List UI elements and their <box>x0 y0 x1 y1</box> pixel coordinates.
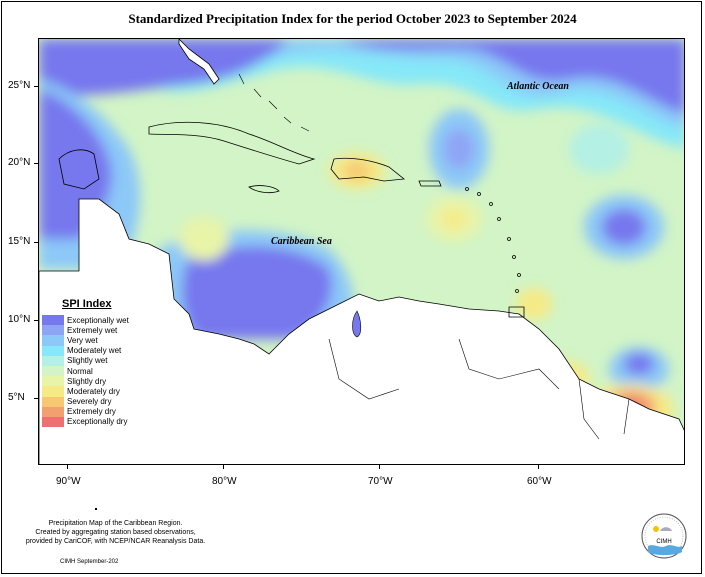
lat-label-20: 20°N <box>8 157 31 168</box>
legend-item: Exceptionally dry <box>42 416 168 428</box>
lon-label-90: 90°W <box>56 476 81 487</box>
legend-label: Normal <box>67 366 93 376</box>
map-credit: Precipitation Map of the Caribbean Regio… <box>18 519 213 546</box>
legend-item: Severely dry <box>42 396 168 407</box>
legend-swatch <box>42 386 64 397</box>
legend-title: SPI Index <box>62 298 112 310</box>
legend-item: Exceptionally wet <box>42 315 168 326</box>
lat-tick <box>34 242 38 243</box>
credit-line-1: Precipitation Map of the Caribbean Regio… <box>48 520 183 527</box>
legend-item: Moderately wet <box>42 345 168 356</box>
legend-label: Slightly wet <box>67 356 108 366</box>
atlantic-ocean-label: Atlantic Ocean <box>507 81 569 92</box>
legend-label: Exceptionally wet <box>67 315 129 325</box>
lat-tick <box>34 86 38 87</box>
lon-label-70: 70°W <box>368 476 393 487</box>
legend-label: Moderately dry <box>67 386 120 396</box>
logo-text: CIMH <box>656 539 671 545</box>
legend-rows: Exceptionally wet Extremely wet Very wet Mo… <box>42 315 168 428</box>
legend-item: Very wet <box>42 335 168 346</box>
lat-tick <box>34 163 38 164</box>
legend-label: Very wet <box>67 335 98 345</box>
lat-tick <box>34 320 38 321</box>
legend-swatch <box>42 355 64 366</box>
lon-tick <box>379 465 380 469</box>
legend-swatch <box>42 345 64 356</box>
legend-item: Moderately dry <box>42 386 168 397</box>
spi-legend: SPI Index Exceptionally wet Extremely wet… <box>42 298 168 428</box>
lon-tick <box>223 465 224 469</box>
legend-item: Normal <box>42 365 168 377</box>
legend-swatch <box>42 406 64 417</box>
cimh-logo: CIMH <box>640 512 688 560</box>
credit-line-3: provided by CariCOF, with NCEP/NCAR Rean… <box>25 538 206 545</box>
lon-label-60: 60°W <box>527 476 552 487</box>
legend-swatch <box>42 396 64 407</box>
legend-label: Slightly dry <box>67 376 107 386</box>
legend-item: Extremely dry <box>42 406 168 417</box>
spi-map-canvas <box>39 39 684 464</box>
stray-dot <box>95 508 97 510</box>
footer-text: CIMH September-202 <box>60 559 119 565</box>
lon-tick <box>67 465 68 469</box>
legend-label: Extremely wet <box>67 325 118 335</box>
caribbean-sea-label: Caribbean Sea <box>271 236 332 247</box>
legend-swatch <box>42 416 64 428</box>
legend-swatch <box>42 315 64 326</box>
legend-label: Exceptionally dry <box>67 417 128 427</box>
legend-swatch <box>42 365 64 377</box>
legend-item: Slightly wet <box>42 355 168 366</box>
lat-label-15: 15°N <box>8 236 31 247</box>
legend-swatch <box>42 325 64 336</box>
legend-item: Slightly dry <box>42 376 168 387</box>
lon-label-80: 80°W <box>212 476 237 487</box>
lat-tick <box>34 398 38 399</box>
legend-item: Extremely wet <box>42 325 168 336</box>
legend-swatch <box>42 376 64 387</box>
credit-line-2: Created by aggregating station based obs… <box>35 529 196 536</box>
legend-label: Severely dry <box>67 397 112 407</box>
lat-label-25: 25°N <box>8 80 31 91</box>
legend-swatch <box>42 335 64 346</box>
legend-label: Moderately wet <box>67 346 122 356</box>
lat-label-10: 10°N <box>8 314 31 325</box>
legend-label: Extremely dry <box>67 407 116 417</box>
map-title: Standardized Precipitation Index for the… <box>128 11 577 26</box>
lon-tick <box>538 465 539 469</box>
spi-map: Atlantic Ocean Caribbean Sea <box>38 38 685 465</box>
lat-label-5: 5°N <box>8 392 25 403</box>
